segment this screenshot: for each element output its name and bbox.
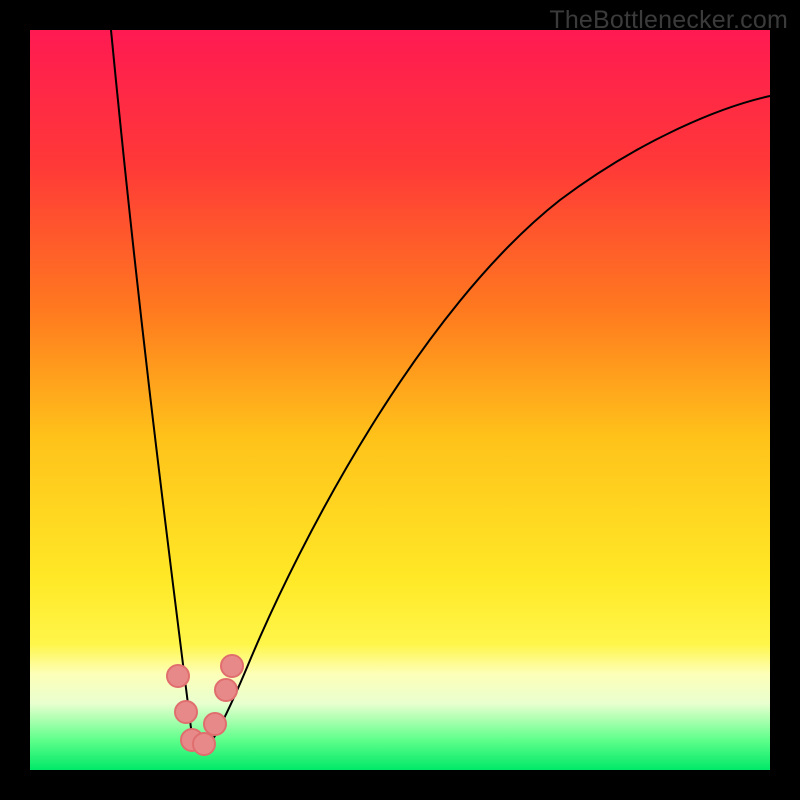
valley-marker	[167, 665, 189, 687]
valley-marker	[175, 701, 197, 723]
watermark-text: TheBottlenecker.com	[549, 6, 788, 35]
valley-marker	[221, 655, 243, 677]
valley-marker	[204, 713, 226, 735]
chart-svg	[0, 0, 800, 800]
gradient-panel	[30, 30, 770, 770]
valley-marker	[193, 733, 215, 755]
valley-marker	[215, 679, 237, 701]
chart-stage: TheBottlenecker.com	[0, 0, 800, 800]
